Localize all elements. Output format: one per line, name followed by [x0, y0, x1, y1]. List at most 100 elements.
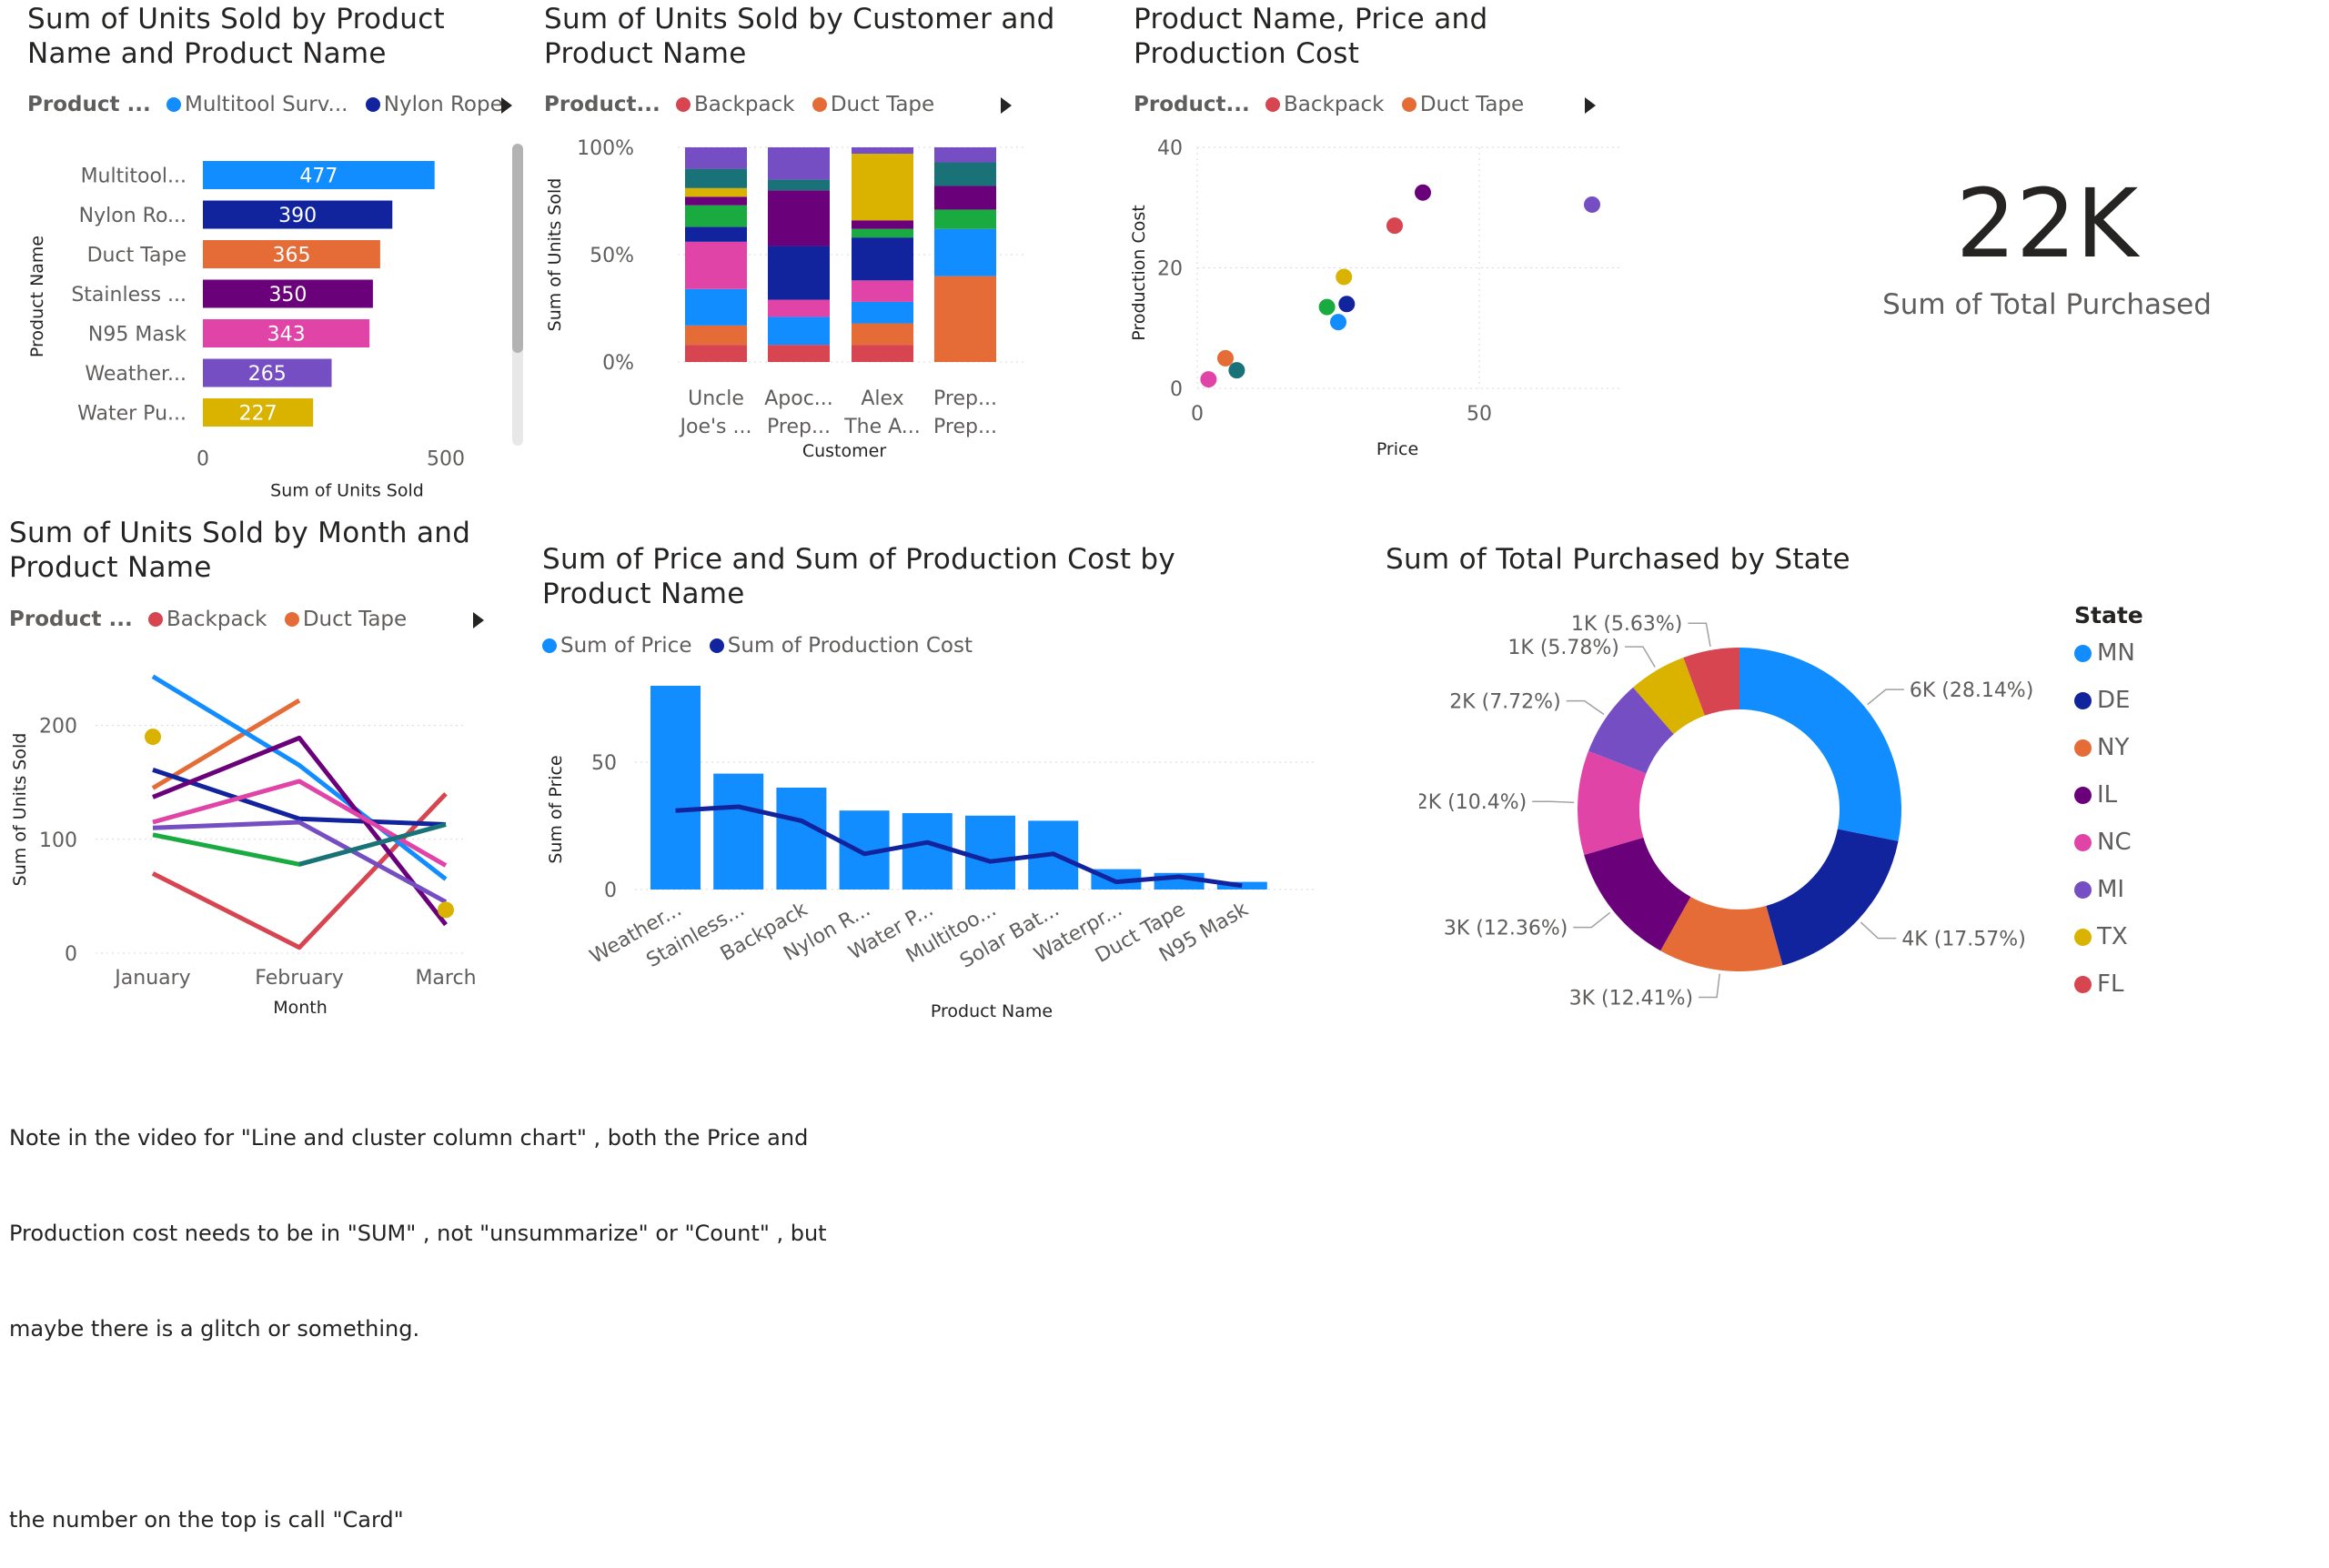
stack-segment[interactable] — [685, 325, 747, 346]
legend-item-duct-tape[interactable]: Duct Tape — [812, 93, 934, 116]
legend-item-multitool[interactable]: Multitool Surv... — [166, 93, 348, 116]
bar[interactable] — [203, 161, 435, 189]
bar[interactable] — [203, 358, 332, 387]
state-legend-item-mn[interactable]: MN — [2074, 639, 2143, 687]
stack-segment[interactable] — [768, 299, 830, 317]
stack-segment[interactable] — [685, 147, 747, 169]
stack-segment[interactable] — [934, 276, 996, 362]
legend-next-arrow-icon[interactable] — [501, 97, 512, 114]
legend-next-arrow-icon[interactable] — [1001, 97, 1012, 114]
stack-segment[interactable] — [685, 168, 747, 188]
donut-slice[interactable] — [1633, 658, 1705, 735]
stack-segment[interactable] — [685, 187, 747, 197]
stack-segment[interactable] — [685, 345, 747, 362]
state-legend-item-ny[interactable]: NY — [2074, 734, 2143, 781]
stack-segment[interactable] — [768, 246, 830, 300]
stack-segment[interactable] — [768, 317, 830, 346]
scatter-point[interactable] — [1330, 314, 1346, 331]
donut-slice[interactable] — [1660, 897, 1783, 971]
donut-slice[interactable] — [1584, 837, 1691, 951]
stack-segment[interactable] — [768, 345, 830, 362]
stack-segment[interactable] — [768, 147, 830, 180]
legend-item-sum-of-price[interactable]: Sum of Price — [542, 634, 691, 658]
stack-segment[interactable] — [852, 154, 913, 221]
stack-segment[interactable] — [768, 190, 830, 246]
stack-segment[interactable] — [852, 301, 913, 324]
series-line[interactable] — [152, 735, 448, 927]
state-legend-item-il[interactable]: IL — [2074, 781, 2143, 829]
legend-next-arrow-icon[interactable] — [1585, 97, 1596, 114]
stack-segment[interactable] — [852, 345, 913, 362]
stack-segment[interactable] — [852, 147, 913, 155]
series-line[interactable] — [152, 768, 447, 828]
scatter-point[interactable] — [1200, 371, 1217, 388]
stack-segment[interactable] — [852, 237, 913, 281]
bar[interactable] — [203, 319, 370, 347]
series-line[interactable] — [151, 791, 448, 950]
scrollbar-thumb[interactable] — [512, 144, 523, 353]
stack-segment[interactable] — [852, 280, 913, 302]
legend-item-nylon-rope[interactable]: Nylon Rope — [365, 93, 503, 116]
stack-segment[interactable] — [934, 162, 996, 186]
bar[interactable] — [203, 398, 314, 427]
series-line[interactable] — [151, 674, 448, 881]
bar[interactable] — [203, 240, 380, 268]
series-line[interactable] — [152, 819, 448, 904]
stack-segment[interactable] — [852, 220, 913, 229]
price-bar[interactable] — [902, 813, 953, 890]
production-cost-line[interactable] — [675, 804, 1243, 889]
scatter-point[interactable] — [1318, 298, 1336, 316]
state-legend-item-fl[interactable]: FL — [2074, 970, 2143, 1018]
stack-segment[interactable] — [768, 179, 830, 191]
donut-slice[interactable] — [1766, 829, 1899, 966]
scatter-point[interactable] — [1386, 217, 1403, 235]
category-label: Stainless ... — [71, 284, 187, 307]
legend-item-backpack[interactable]: Backpack — [1265, 93, 1385, 116]
slice-label: 4K (17.57%) — [1901, 929, 2025, 951]
stack-segment[interactable] — [934, 209, 996, 229]
donut-slice[interactable] — [1683, 648, 1739, 716]
scatter-point[interactable] — [1217, 349, 1234, 367]
series-line[interactable] — [151, 698, 301, 790]
stack-segment[interactable] — [934, 228, 996, 276]
price-bar[interactable] — [1216, 881, 1267, 890]
scatter-point[interactable] — [1336, 268, 1353, 286]
legend-item-backpack[interactable]: Backpack — [676, 93, 795, 116]
state-legend-item-tx[interactable]: TX — [2074, 923, 2143, 970]
stack-segment[interactable] — [685, 288, 747, 326]
legend-item-sum-of-production-cost[interactable]: Sum of Production Cost — [709, 634, 973, 658]
donut-slice[interactable] — [1588, 687, 1674, 774]
stack-segment[interactable] — [852, 323, 913, 346]
bar[interactable] — [203, 279, 373, 308]
price-bar[interactable] — [965, 815, 1015, 890]
price-bar[interactable] — [713, 773, 764, 890]
donut-slice[interactable] — [1578, 750, 1647, 855]
donut-slice[interactable] — [1739, 648, 1901, 841]
series-marker[interactable] — [438, 901, 454, 919]
stack-segment[interactable] — [934, 147, 996, 163]
price-bar[interactable] — [776, 788, 827, 890]
stack-segment[interactable] — [685, 205, 747, 227]
scatter-point[interactable] — [1415, 184, 1431, 201]
scatter-point[interactable] — [1228, 362, 1245, 379]
stack-segment[interactable] — [685, 196, 747, 206]
stack-segment[interactable] — [934, 186, 996, 210]
stack-segment[interactable] — [685, 241, 747, 289]
stack-segment[interactable] — [852, 228, 913, 238]
legend-next-arrow-icon[interactable] — [473, 612, 484, 628]
bar[interactable] — [203, 200, 393, 229]
state-legend-item-mi[interactable]: MI — [2074, 876, 2143, 923]
scatter-point[interactable] — [1338, 296, 1356, 313]
note-line: Production cost needs to be in "SUM" , n… — [9, 1221, 827, 1246]
series-marker[interactable] — [145, 729, 161, 746]
stack-segment[interactable] — [685, 226, 747, 242]
price-bar[interactable] — [650, 686, 701, 890]
legend-item-duct-tape[interactable]: Duct Tape — [284, 608, 407, 631]
legend-item-duct-tape[interactable]: Duct Tape — [1401, 93, 1524, 116]
state-legend-item-nc[interactable]: NC — [2074, 829, 2143, 876]
bar-chart-scrollbar[interactable] — [512, 144, 523, 446]
scatter-point[interactable] — [1584, 196, 1600, 213]
state-legend-item-de[interactable]: DE — [2074, 687, 2143, 734]
legend-item-backpack[interactable]: Backpack — [148, 608, 267, 631]
series-line[interactable] — [298, 822, 447, 867]
